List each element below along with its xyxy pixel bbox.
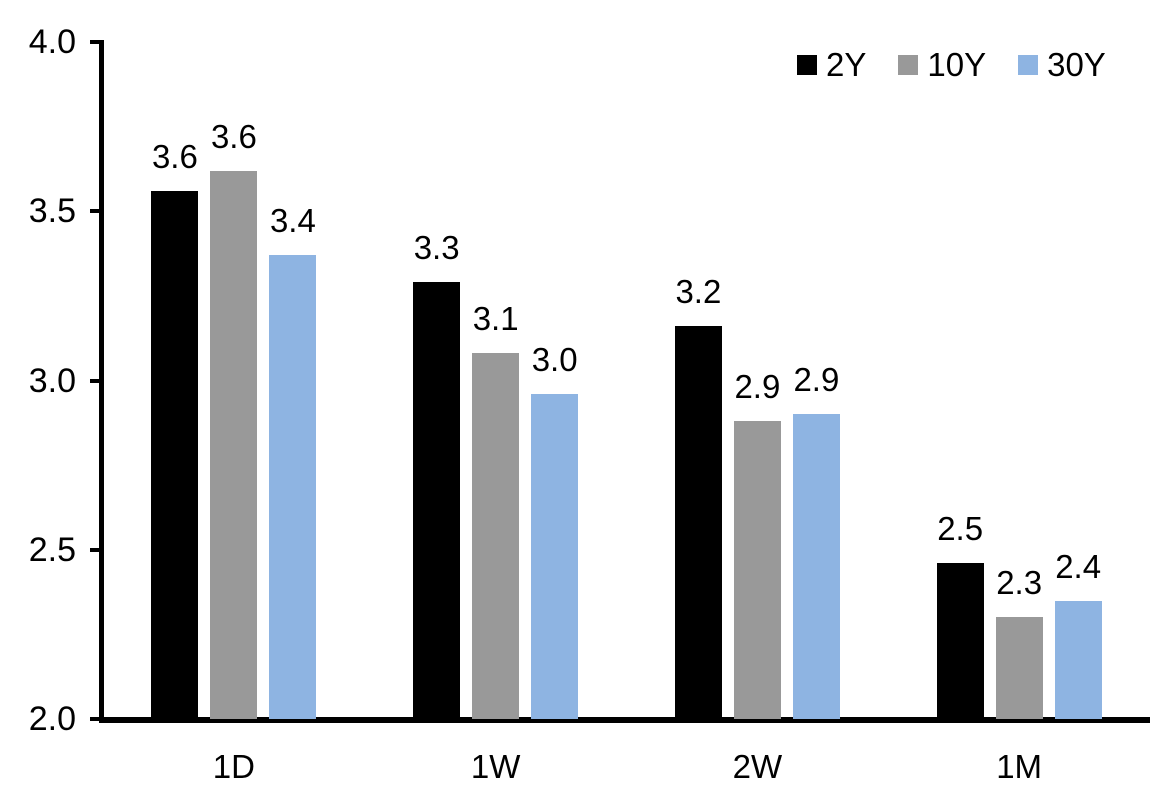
- legend-swatch-10Y-icon: [898, 55, 919, 75]
- y-axis: [99, 40, 104, 723]
- x-category-label-1D: 1D: [212, 748, 255, 785]
- bar-label-30Y-2W: 2.9: [793, 361, 840, 399]
- legend-item-2Y: 2Y: [797, 46, 866, 84]
- bar-label-10Y-1W: 3.1: [472, 300, 519, 338]
- bar-label-2Y-1W: 3.3: [413, 229, 460, 267]
- bar-30Y-2W: [792, 414, 840, 719]
- bar-label-2Y-2W: 3.2: [675, 273, 722, 311]
- bar-30Y-1D: [269, 255, 317, 719]
- bar-label-2Y-1D: 3.6: [151, 137, 198, 175]
- x-category-label-1M: 1M: [996, 748, 1043, 785]
- y-tick-label-2.0: 2.0: [28, 700, 76, 738]
- y-tick-mark-3.5: [90, 209, 103, 214]
- bar-label-10Y-1D: 3.6: [210, 117, 257, 155]
- bar-10Y-2W: [733, 421, 781, 719]
- bar-10Y-1M: [995, 617, 1043, 719]
- y-tick-label-2.5: 2.5: [28, 530, 76, 569]
- bar-2Y-1W: [413, 282, 461, 719]
- bar-label-10Y-1M: 2.3: [996, 564, 1043, 602]
- bar-30Y-1W: [531, 394, 579, 719]
- x-category-label-1W: 1W: [470, 748, 521, 785]
- y-tick-label-3.5: 3.5: [28, 192, 76, 231]
- bar-30Y-1M: [1054, 600, 1102, 719]
- bar-10Y-1D: [210, 170, 258, 719]
- bar-label-30Y-1W: 3.0: [531, 341, 578, 379]
- legend-label-2Y: 2Y: [826, 46, 867, 83]
- legend-swatch-2Y-icon: [797, 55, 817, 75]
- y-tick-mark-2.5: [90, 547, 103, 552]
- bar-label-30Y-1M: 2.4: [1055, 547, 1102, 585]
- bar-2Y-1M: [936, 563, 984, 719]
- bar-label-30Y-1D: 3.4: [269, 202, 316, 240]
- x-axis: [99, 717, 1150, 723]
- y-tick-mark-2.0: [90, 717, 103, 721]
- legend-item-30Y: 30Y: [1018, 46, 1106, 84]
- chart-legend: 2Y 10Y 30Y: [797, 46, 1106, 84]
- y-tick-label-4.0: 4.0: [28, 23, 76, 61]
- legend-label-30Y: 30Y: [1047, 46, 1106, 83]
- bar-label-10Y-2W: 2.9: [734, 368, 781, 406]
- bar-label-2Y-1M: 2.5: [937, 510, 984, 548]
- y-tick-label-3.0: 3.0: [28, 361, 76, 400]
- legend-swatch-30Y-icon: [1018, 55, 1039, 75]
- bar-2Y-1D: [151, 190, 199, 719]
- legend-label-10Y: 10Y: [927, 46, 987, 83]
- bar-10Y-1W: [472, 353, 520, 719]
- x-category-label-2W: 2W: [732, 748, 783, 785]
- legend-item-10Y: 10Y: [898, 46, 986, 84]
- y-tick-mark-4.0: [90, 40, 103, 44]
- y-tick-mark-3.0: [90, 378, 103, 383]
- bar-2Y-2W: [674, 326, 722, 719]
